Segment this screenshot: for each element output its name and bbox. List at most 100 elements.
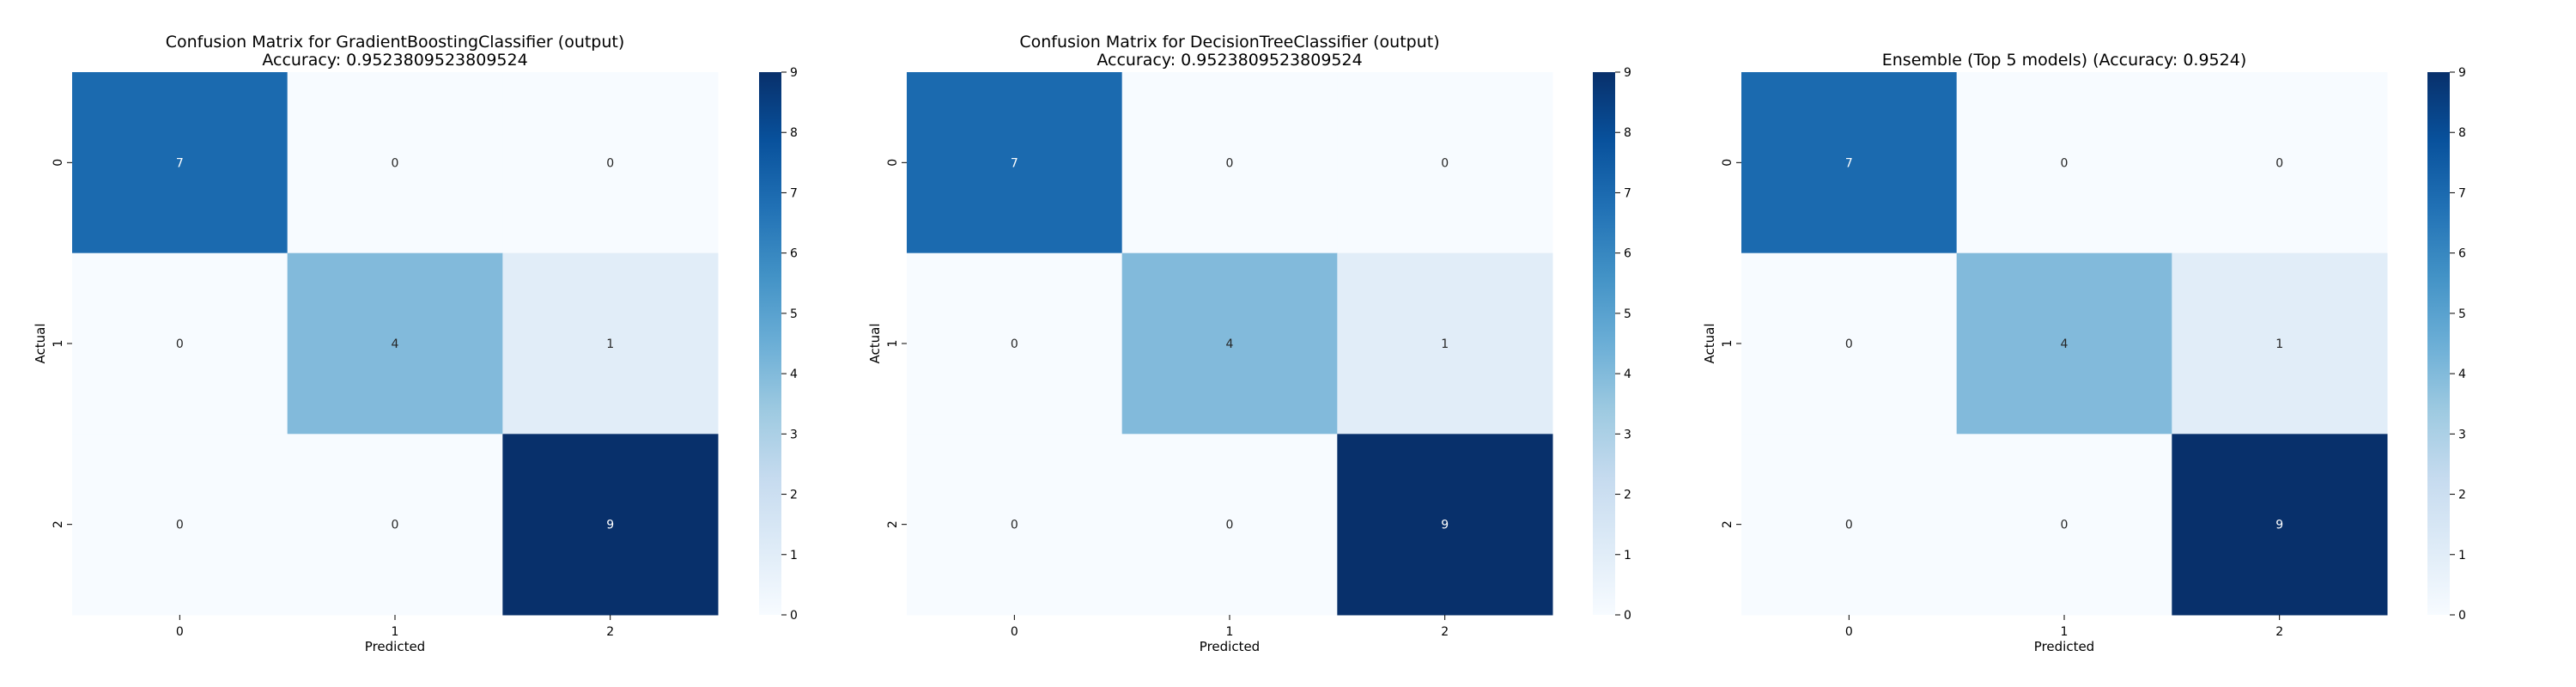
heatmap-cell [1337, 72, 1553, 254]
colorbar-tick-label: 3 [2458, 428, 2466, 441]
colorbar-tick-label: 0 [1624, 609, 1631, 623]
chart-title-line-2: Accuracy: 0.9523809523809524 [1097, 51, 1362, 70]
colorbar: 0 1 2 3 4 5 6 7 8 9 [2427, 66, 2466, 623]
heatmap-cell [287, 72, 503, 254]
chart-title-line-1: Confusion Matrix for GradientBoostingCla… [166, 33, 625, 52]
cell-value-label: 7 [176, 156, 184, 170]
colorbar-tick-label: 3 [790, 428, 798, 441]
x-axis-label: Predicted [1200, 639, 1260, 654]
colorbar-tick-label: 0 [2458, 609, 2466, 623]
heatmap-cell [287, 252, 503, 435]
cell-value-label: 0 [2275, 156, 2283, 170]
heatmap-cell [1741, 72, 1958, 254]
heatmap-cell [502, 252, 719, 435]
colorbar-tick-label: 8 [2458, 126, 2466, 140]
y-ticks: 0 1 2 [52, 159, 72, 528]
colorbar-ticks: 0 1 2 3 4 5 6 7 8 9 [2450, 66, 2466, 623]
heatmap-cell [2172, 434, 2388, 616]
y-tick-label: 2 [1721, 520, 1735, 528]
colorbar-tick-label: 8 [1624, 126, 1631, 140]
x-tick-label: 2 [1441, 625, 1449, 639]
heatmap-cell [2172, 72, 2388, 254]
chart-title-line-1: Confusion Matrix for DecisionTreeClassif… [1019, 33, 1439, 52]
cell-value-label: 0 [1226, 156, 1234, 170]
plot-area [72, 72, 719, 616]
colorbar-tick-label: 1 [1624, 549, 1631, 562]
cell-value-label: 9 [1441, 519, 1449, 532]
colorbar-gradient [1593, 72, 1615, 615]
cell-value-label: 0 [2061, 156, 2069, 170]
y-ticks: 0 1 2 [886, 159, 907, 528]
x-ticks: 0 1 2 [1011, 615, 1449, 639]
colorbar-tick-label: 6 [2458, 247, 2466, 261]
heatmap-cell [907, 252, 1123, 435]
colorbar-tick-label: 4 [1624, 368, 1631, 381]
colorbar-tick-label: 9 [2458, 66, 2466, 80]
cell-value-label: 0 [1011, 337, 1018, 351]
heatmap-cell [502, 72, 719, 254]
colorbar-tick-label: 0 [790, 609, 798, 623]
cell-labels: 7 0 0 0 4 1 0 0 9 [176, 156, 614, 532]
x-tick-label: 2 [2275, 625, 2283, 639]
y-tick-label: 0 [886, 159, 900, 167]
colorbar-tick-label: 9 [790, 66, 798, 80]
colorbar: 0 1 2 3 4 5 6 7 8 9 [1593, 66, 1631, 623]
y-axis-label: Actual [1702, 324, 1717, 364]
y-tick-label: 0 [1721, 159, 1735, 167]
colorbar-tick-label: 5 [2458, 307, 2466, 321]
heatmap-cell [1337, 434, 1553, 616]
y-axis-label: Actual [867, 324, 883, 364]
colorbar: 0 1 2 3 4 5 6 7 8 9 [759, 66, 798, 623]
colorbar-tick-label: 5 [790, 307, 798, 321]
colorbar-tick-label: 7 [790, 186, 798, 200]
cell-value-label: 0 [176, 337, 184, 351]
colorbar-tick-label: 2 [790, 489, 798, 502]
heatmap-panel-3: 7 0 0 0 4 1 0 0 9 0 1 2 0 1 2 Ensemble (Top 5 models… [1702, 51, 2466, 654]
heatmap-cell [1337, 252, 1553, 435]
heatmap-cell [502, 434, 719, 616]
colorbar-tick-label: 2 [2458, 489, 2466, 502]
colorbar-tick-label: 4 [790, 368, 798, 381]
cell-value-label: 4 [392, 337, 399, 351]
y-tick-label: 1 [886, 340, 900, 348]
colorbar-tick-label: 6 [790, 247, 798, 261]
x-axis-label: Predicted [2034, 639, 2094, 654]
colorbar-gradient [2427, 72, 2450, 615]
y-axis-label: Actual [33, 324, 48, 364]
heatmap-cell [1741, 434, 1958, 616]
plot-area [907, 72, 1553, 616]
heatmap-cell [1956, 434, 2172, 616]
x-tick-label: 2 [606, 625, 614, 639]
colorbar-tick-label: 7 [1624, 186, 1631, 200]
plot-area [1741, 72, 2388, 616]
x-ticks: 0 1 2 [176, 615, 614, 639]
cell-value-label: 0 [606, 156, 614, 170]
heatmap-cell [1121, 434, 1338, 616]
heatmap-cell [1121, 72, 1338, 254]
colorbar-tick-label: 1 [2458, 549, 2466, 562]
heatmap-cell [1956, 72, 2172, 254]
cell-value-label: 0 [1845, 337, 1853, 351]
heatmap-cell [72, 252, 289, 435]
colorbar-tick-label: 6 [1624, 247, 1631, 261]
cell-value-label: 1 [606, 337, 614, 351]
cell-value-label: 4 [1226, 337, 1234, 351]
y-ticks: 0 1 2 [1721, 159, 1741, 528]
y-tick-label: 0 [52, 159, 65, 167]
cell-value-label: 0 [392, 519, 399, 532]
heatmap-cell [1956, 252, 2172, 435]
cell-labels: 7 0 0 0 4 1 0 0 9 [1845, 156, 2283, 532]
heatmap-panel-2: 7 0 0 0 4 1 0 0 9 0 1 2 0 1 2 Confusion Matrix for D… [867, 33, 1631, 654]
x-tick-label: 0 [1011, 625, 1018, 639]
heatmap-cell [2172, 252, 2388, 435]
colorbar-ticks: 0 1 2 3 4 5 6 7 8 9 [781, 66, 798, 623]
heatmap-cell [72, 72, 289, 254]
cell-value-label: 1 [1441, 337, 1449, 351]
cell-value-label: 0 [176, 519, 184, 532]
cell-value-label: 0 [1845, 519, 1853, 532]
x-tick-label: 1 [2061, 625, 2069, 639]
heatmap-cell [72, 434, 289, 616]
colorbar-gradient [759, 72, 781, 615]
cell-value-label: 0 [1441, 156, 1449, 170]
